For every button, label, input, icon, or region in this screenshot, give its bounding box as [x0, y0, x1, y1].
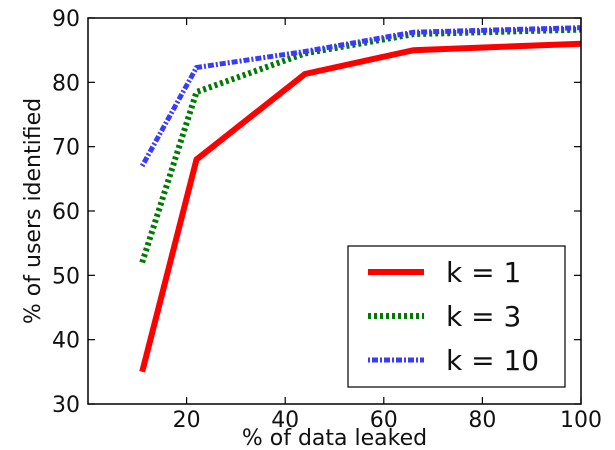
x-tick-label: 100 — [560, 408, 602, 433]
x-axis-label: % of data leaked — [242, 426, 427, 450]
y-tick-label: 40 — [52, 329, 80, 354]
y-tick-label: 50 — [52, 264, 80, 289]
series-layer — [139, 25, 582, 373]
ticks-layer: 20 40 60 80 100 30 40 50 60 70 80 90 — [52, 7, 602, 433]
y-tick-label: 90 — [52, 7, 80, 32]
y-tick-label: 30 — [52, 393, 80, 418]
y-tick-label: 80 — [52, 71, 80, 96]
legend: k = 1 k = 3 k = 10 — [347, 245, 566, 388]
x-tick-label: 40 — [271, 408, 299, 433]
y-axis-label: % of users identified — [21, 98, 46, 324]
legend-label: k = 1 — [446, 256, 521, 289]
legend-label: k = 3 — [446, 300, 521, 333]
x-tick-label: 80 — [468, 408, 496, 433]
series-line-k-10 — [140, 25, 582, 168]
x-tick-label: 60 — [370, 408, 398, 433]
legend-label: k = 10 — [446, 344, 539, 377]
x-tick-label: 20 — [173, 408, 201, 433]
y-tick-label: 70 — [52, 136, 80, 161]
series-line-k-1 — [139, 40, 582, 373]
y-tick-label: 60 — [52, 200, 80, 225]
